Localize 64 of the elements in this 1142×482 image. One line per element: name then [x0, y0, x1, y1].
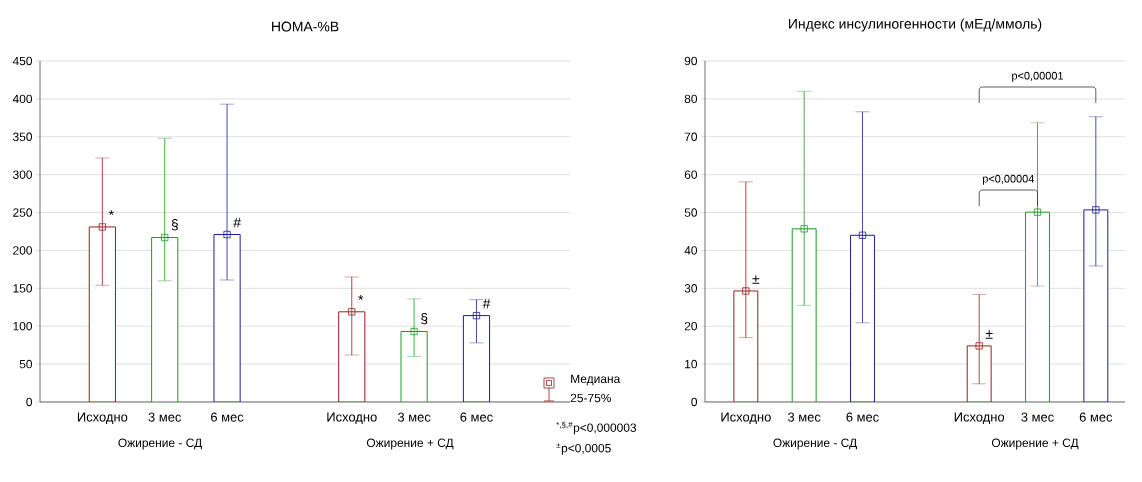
point [742, 287, 750, 295]
annotation: ± [752, 275, 760, 284]
annotation: p<0,00001 [1012, 71, 1064, 82]
y-tick-label: 400 [12, 94, 33, 104]
text: $^{±}$p<0,0005 [556, 443, 611, 455]
text: $^{*,§,#}$p<0,000003 [556, 421, 637, 435]
annotation: § [421, 313, 428, 325]
point [858, 231, 867, 239]
x-tick-label: 3 мес [1021, 412, 1054, 422]
text: 25-75% [570, 393, 611, 403]
annotation: # [482, 298, 491, 309]
point [472, 312, 481, 320]
chart-title: HOMA-%B [272, 21, 339, 32]
annotation: ± [985, 330, 993, 339]
x-tick-label: 3 мес [148, 412, 182, 422]
point [410, 327, 418, 336]
x-tick-label: 6 мес [211, 412, 244, 422]
y-tick-label: 10 [685, 359, 698, 369]
point [800, 225, 808, 233]
text: Ожирение + СД [366, 438, 454, 450]
annotation: # [233, 217, 241, 228]
y-tick-label: 50 [19, 359, 33, 369]
y-tick-label: 300 [13, 170, 33, 179]
point [1092, 206, 1100, 214]
y-tick-label: 200 [13, 246, 33, 255]
text: Ожирение + СД [991, 438, 1079, 450]
point [223, 230, 231, 239]
x-tick-label: 6 мес [846, 412, 879, 422]
x-tick-label: Исходно [954, 412, 1005, 424]
y-tick-label: 50 [684, 208, 698, 217]
x-tick-label: Исходно [77, 412, 128, 424]
text: Ожирение - СД [773, 438, 857, 450]
x-tick-label: Исходно [721, 412, 771, 424]
y-tick-label: 100 [13, 321, 33, 331]
y-tick-label: 450 [12, 56, 33, 66]
y-tick-label: 0 [26, 397, 33, 407]
text: Ожирение - СД [118, 438, 202, 450]
y-tick-label: 90 [684, 56, 698, 66]
text: Медиана [571, 374, 621, 386]
x-tick-label: 3 мес [787, 412, 821, 422]
y-tick-label: 40 [684, 246, 698, 255]
y-tick-label: 350 [13, 132, 33, 141]
point [161, 233, 169, 242]
annotation: * [108, 210, 114, 216]
y-tick-label: 150 [13, 284, 33, 293]
x-tick-label: 3 мес [397, 412, 431, 422]
point [348, 308, 356, 316]
y-tick-label: 70 [684, 132, 698, 141]
chart-title: Индекс инсулиногенности (мЕд/ммоль) [789, 18, 1042, 32]
point [1033, 208, 1042, 216]
y-tick-label: 250 [13, 208, 33, 217]
y-tick-label: 60 [684, 170, 698, 179]
y-tick-label: 30 [684, 284, 698, 293]
point [98, 223, 106, 231]
x-tick-label: 6 мес [1079, 412, 1113, 422]
annotation: p<0,00004 [982, 174, 1035, 185]
point [975, 342, 983, 350]
x-tick-label: 6 мес [460, 412, 493, 422]
y-tick-label: 80 [684, 94, 698, 104]
x-tick-label: Исходно [327, 412, 377, 424]
annotation: § [171, 219, 178, 231]
y-tick-label: 0 [691, 397, 698, 407]
annotation: * [358, 294, 364, 300]
y-tick-label: 20 [684, 321, 698, 331]
